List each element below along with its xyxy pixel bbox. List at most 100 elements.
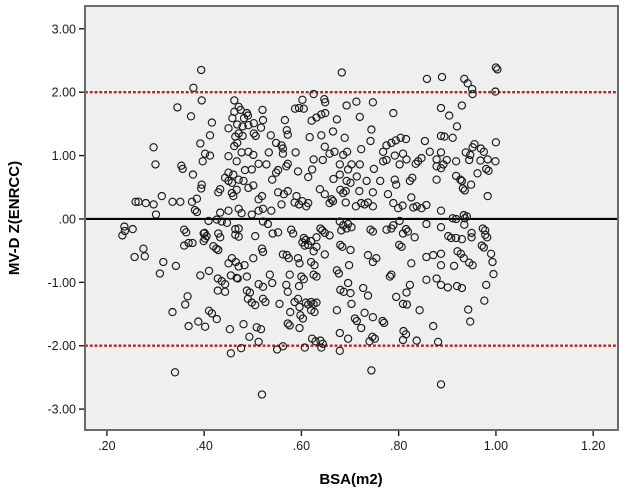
data-point — [271, 168, 281, 177]
data-point — [379, 318, 389, 328]
data-point — [304, 172, 313, 182]
data-point — [280, 115, 290, 125]
data-point — [436, 103, 446, 113]
x-tick-label: 1.20 — [581, 439, 605, 453]
data-point — [459, 254, 468, 263]
data-point — [335, 346, 344, 355]
data-point — [432, 274, 441, 283]
data-point — [258, 105, 267, 115]
data-point — [436, 223, 446, 232]
data-point — [482, 280, 491, 290]
data-point — [207, 309, 217, 318]
data-point — [247, 210, 256, 219]
data-point — [214, 245, 223, 255]
data-point — [283, 186, 292, 196]
data-point — [197, 96, 206, 105]
data-point — [458, 184, 468, 193]
data-point — [456, 175, 465, 184]
data-point — [230, 96, 239, 105]
data-point — [286, 307, 295, 317]
data-point — [238, 122, 247, 131]
data-point — [231, 224, 240, 234]
data-point — [451, 233, 461, 243]
data-point — [413, 157, 423, 166]
data-point — [299, 104, 308, 113]
data-point — [437, 72, 447, 82]
data-point — [227, 178, 237, 187]
data-point — [290, 104, 300, 113]
data-point — [200, 149, 210, 158]
data-point — [467, 233, 476, 242]
data-point — [224, 152, 233, 161]
data-point — [234, 262, 243, 271]
data-point — [151, 210, 161, 219]
data-point — [366, 136, 375, 146]
data-point — [226, 349, 236, 358]
x-tick-label: .40 — [195, 439, 212, 453]
data-point — [456, 249, 466, 258]
data-point — [118, 231, 127, 240]
data-point — [378, 147, 388, 156]
data-point — [370, 334, 379, 343]
data-point — [320, 250, 329, 259]
data-point — [443, 283, 452, 292]
data-point — [312, 272, 321, 281]
data-point — [251, 231, 260, 241]
data-point — [243, 111, 253, 120]
y-tick-label: 1.00 — [52, 149, 76, 163]
data-point — [342, 176, 351, 186]
data-point — [376, 176, 385, 186]
data-point — [222, 218, 232, 227]
data-point — [402, 155, 411, 164]
data-point — [328, 127, 338, 136]
data-point — [320, 228, 329, 238]
data-point — [182, 228, 191, 237]
data-point — [249, 150, 258, 160]
data-point — [282, 126, 291, 135]
data-point — [306, 297, 316, 307]
data-point — [258, 247, 268, 257]
plot-frame — [84, 5, 619, 431]
data-point — [464, 305, 473, 314]
data-point — [312, 233, 321, 242]
data-point — [483, 233, 492, 242]
data-point — [249, 181, 258, 190]
data-point — [196, 271, 205, 280]
data-point — [224, 124, 233, 133]
data-point — [317, 131, 326, 140]
data-point — [283, 319, 292, 328]
data-point — [342, 101, 351, 110]
data-point — [234, 175, 243, 184]
data-point — [466, 317, 475, 326]
data-point — [170, 368, 180, 377]
data-point — [277, 200, 286, 209]
data-point — [402, 288, 411, 297]
x-axis-ticks: .20 .40 .60 .80 1.00 1.20 — [98, 431, 605, 453]
data-point — [291, 148, 300, 157]
data-point — [293, 167, 303, 176]
data-point — [184, 321, 193, 331]
data-point — [339, 188, 348, 198]
data-point — [254, 280, 263, 289]
data-point — [190, 205, 200, 215]
data-point — [220, 287, 230, 296]
data-point — [483, 191, 492, 201]
data-point — [295, 323, 304, 333]
data-point — [398, 335, 408, 345]
data-point — [320, 142, 329, 151]
data-point — [120, 226, 130, 236]
data-point — [447, 233, 456, 243]
data-point — [395, 160, 404, 169]
data-point — [368, 257, 378, 267]
data-point — [387, 270, 396, 279]
data-point — [283, 287, 292, 296]
data-point — [451, 214, 461, 224]
data-point — [257, 390, 267, 399]
data-point — [481, 230, 490, 239]
data-point — [205, 131, 215, 140]
data-point — [436, 131, 446, 141]
data-point — [352, 97, 361, 106]
data-point — [484, 166, 493, 175]
data-point — [365, 337, 374, 346]
data-point — [176, 197, 185, 206]
